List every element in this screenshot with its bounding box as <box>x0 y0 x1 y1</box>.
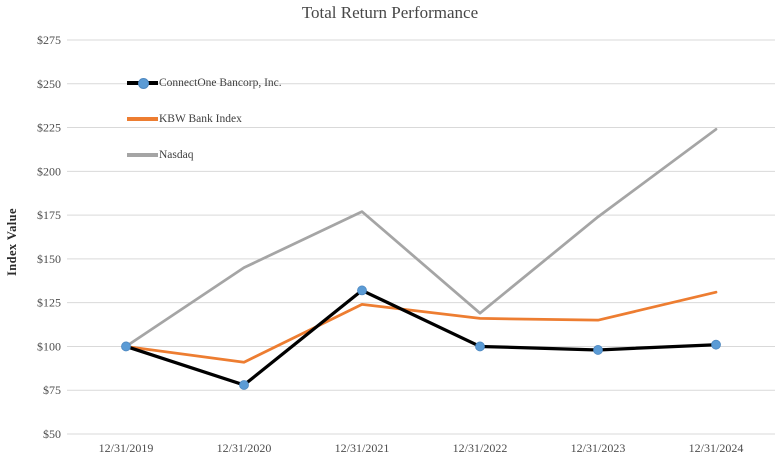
y-tick-label: $175 <box>37 208 61 222</box>
series-line-0 <box>124 288 718 387</box>
legend-item-connectone: ConnectOne Bancorp, Inc. <box>127 65 282 101</box>
legend-line-sample-connectone <box>127 78 158 90</box>
x-tick-label: 12/31/2022 <box>453 441 508 455</box>
series-line-2 <box>124 127 718 348</box>
data-point-marker <box>593 345 603 355</box>
data-point-marker <box>711 339 721 350</box>
y-tick-label: $250 <box>37 77 61 91</box>
y-tick-label: $125 <box>37 296 61 310</box>
legend-label-kbw: KBW Bank Index <box>159 113 242 125</box>
x-tick-label: 12/31/2020 <box>217 441 272 455</box>
x-tick-label: 12/31/2023 <box>571 441 626 455</box>
y-tick-label: $50 <box>43 427 61 441</box>
chart-title: Total Return Performance <box>301 3 479 22</box>
y-tick-label: $200 <box>37 164 61 178</box>
data-point-marker <box>475 341 485 352</box>
legend-item-nasdaq: Nasdaq <box>127 137 282 173</box>
legend-label-nasdaq: Nasdaq <box>159 149 194 161</box>
legend-label-connectone: ConnectOne Bancorp, Inc. <box>159 77 282 89</box>
x-tick-label: 12/31/2024 <box>689 441 744 455</box>
series-line-1 <box>124 290 718 364</box>
legend-line-sample-nasdaq <box>127 153 158 157</box>
legend-item-kbw: KBW Bank Index <box>127 101 282 137</box>
x-tick-label: 12/31/2019 <box>99 441 154 455</box>
y-tick-label: $75 <box>43 383 61 397</box>
data-point-marker <box>121 341 131 352</box>
y-tick-label: $275 <box>37 33 61 47</box>
y-tick-label: $100 <box>37 339 61 353</box>
data-point-marker <box>357 285 367 296</box>
y-tick-label: $150 <box>37 252 61 266</box>
legend-line-sample-kbw <box>127 117 158 121</box>
y-tick-label: $225 <box>37 121 61 135</box>
legend-marker-dot <box>138 78 149 90</box>
legend: ConnectOne Bancorp, Inc. KBW Bank Index … <box>127 65 282 173</box>
x-tick-label: 12/31/2021 <box>335 441 390 455</box>
data-point-marker <box>239 380 249 390</box>
